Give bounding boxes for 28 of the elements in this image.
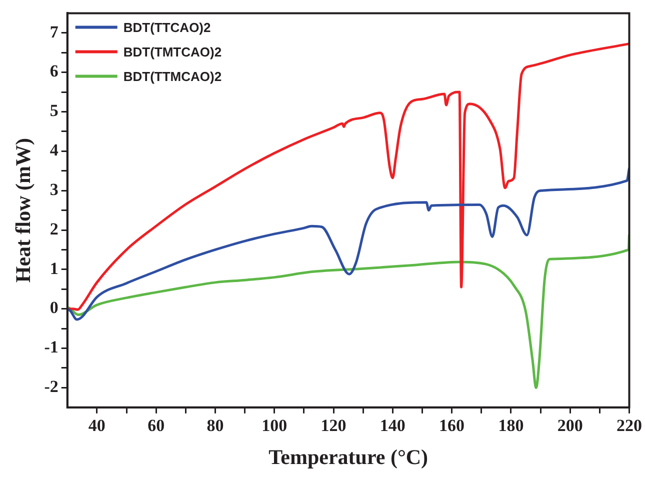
y-tick-label: 6 [50, 62, 58, 81]
y-tick-label: 5 [50, 101, 58, 120]
x-tick-label: 100 [262, 416, 288, 435]
x-tick-label: 200 [557, 416, 583, 435]
legend-label: BDT(TTCAO)2 [123, 20, 211, 35]
x-tick-label: 220 [616, 416, 642, 435]
x-axis-title: Temperature (°C) [268, 444, 428, 469]
y-tick-label: 1 [50, 258, 58, 278]
x-tick-label: 60 [148, 416, 165, 435]
x-tick-label: 120 [320, 416, 346, 435]
y-tick-label: 4 [50, 140, 59, 160]
x-tick-label: 160 [439, 416, 465, 435]
y-tick-label: 7 [50, 22, 59, 42]
y-tick-label: 0 [50, 298, 58, 318]
x-tick-label: 140 [380, 416, 406, 435]
legend-label: BDT(TTMCAO)2 [123, 68, 222, 84]
y-tick-label: 2 [50, 219, 58, 238]
y-tick-label: -2 [44, 377, 58, 396]
x-tick-label: 80 [206, 416, 224, 435]
line-series [67, 234, 630, 389]
legend-label: BDT(TMTCAO)2 [123, 44, 222, 60]
line-series [67, 167, 630, 321]
x-tick-label: 180 [498, 416, 524, 435]
y-tick-label: -1 [44, 338, 58, 357]
y-tick-label: 3 [50, 180, 58, 199]
x-tick-label: 40 [88, 416, 106, 435]
line-series [67, 42, 630, 311]
y-axis-title: Heat flow (mW) [11, 138, 36, 283]
